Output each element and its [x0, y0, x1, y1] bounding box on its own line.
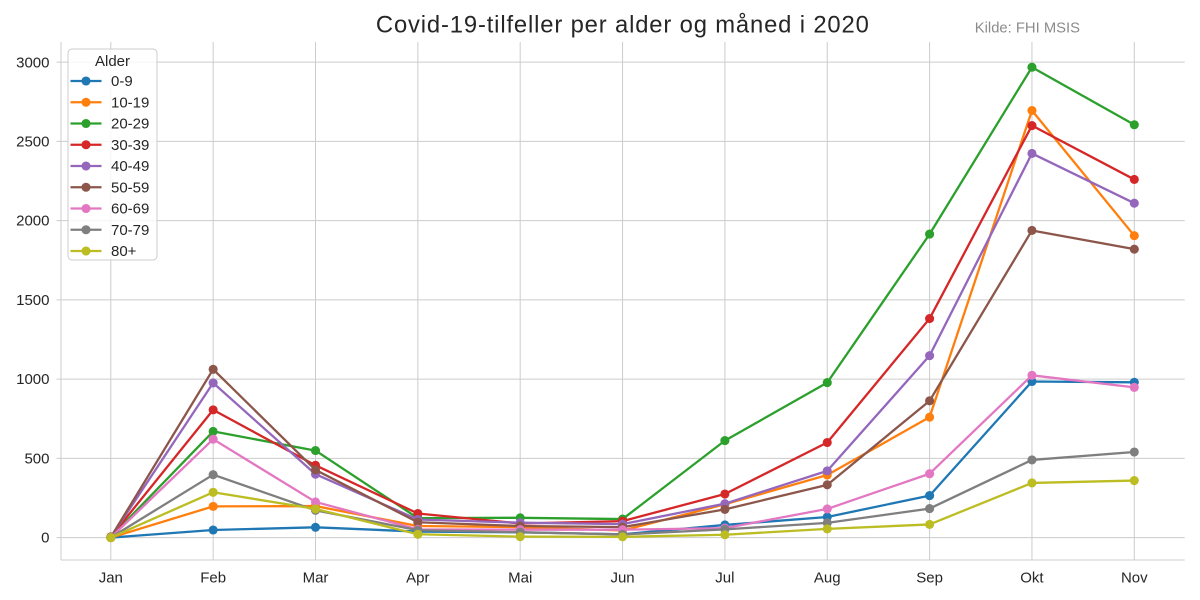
svg-text:500: 500	[24, 450, 49, 467]
svg-text:2000: 2000	[16, 213, 49, 230]
svg-text:0: 0	[41, 530, 49, 547]
svg-text:Mai: Mai	[508, 569, 532, 586]
svg-text:Alder: Alder	[95, 53, 130, 70]
svg-text:Aug: Aug	[814, 569, 841, 586]
svg-text:10-19: 10-19	[111, 94, 149, 111]
svg-text:Nov: Nov	[1121, 569, 1148, 586]
svg-text:2500: 2500	[16, 134, 49, 151]
svg-text:60-69: 60-69	[111, 201, 149, 218]
svg-text:20-29: 20-29	[111, 116, 149, 133]
svg-text:30-39: 30-39	[111, 137, 149, 154]
svg-text:1000: 1000	[16, 371, 49, 388]
svg-text:70-79: 70-79	[111, 222, 149, 239]
svg-text:Feb: Feb	[200, 569, 226, 586]
svg-text:Sep: Sep	[916, 569, 943, 586]
svg-text:40-49: 40-49	[111, 158, 149, 175]
svg-text:Jan: Jan	[99, 569, 123, 586]
svg-text:1500: 1500	[16, 292, 49, 309]
svg-text:Kilde: FHI MSIS: Kilde: FHI MSIS	[975, 21, 1080, 37]
svg-text:80+: 80+	[111, 243, 137, 260]
svg-text:50-59: 50-59	[111, 179, 149, 196]
svg-text:Jul: Jul	[715, 569, 734, 586]
svg-text:0-9: 0-9	[111, 73, 133, 90]
svg-text:Jun: Jun	[610, 569, 634, 586]
svg-text:3000: 3000	[16, 54, 49, 71]
svg-text:Mar: Mar	[303, 569, 329, 586]
svg-text:Okt: Okt	[1020, 569, 1044, 586]
svg-text:Apr: Apr	[406, 569, 429, 586]
svg-text:Covid-19-tilfeller per alder o: Covid-19-tilfeller per alder og måned i …	[376, 12, 870, 39]
